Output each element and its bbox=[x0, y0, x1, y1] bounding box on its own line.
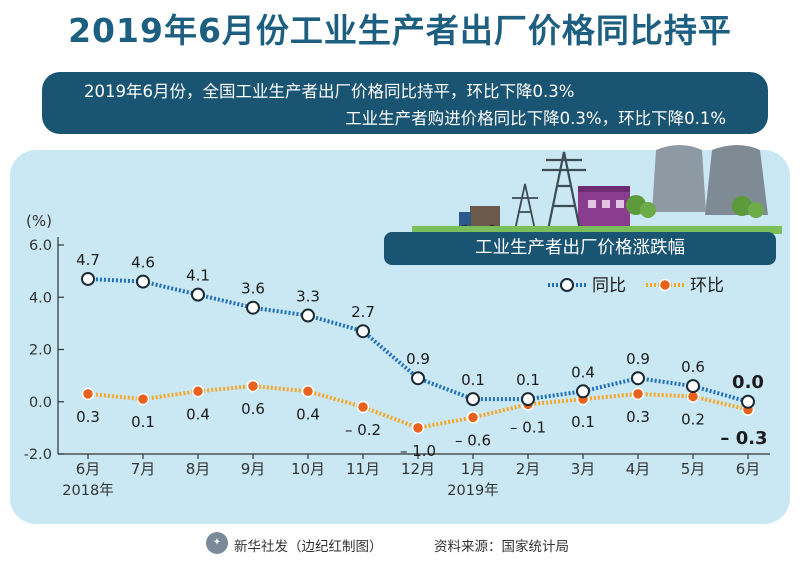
power-pylon-small bbox=[512, 183, 538, 231]
legend-label-mom: 环比 bbox=[690, 276, 724, 296]
cooling-tower-left bbox=[652, 145, 706, 212]
point-mom bbox=[301, 385, 315, 398]
point-mom bbox=[191, 385, 205, 398]
point-yoy bbox=[686, 379, 700, 394]
point-mom bbox=[631, 387, 645, 401]
point-yoy bbox=[246, 300, 260, 315]
legend-label-yoy: 同比 bbox=[592, 276, 626, 296]
summary-line-1: 2019年6月份，全国工业生产者出厂价格同比持平，环比下降0.3% bbox=[84, 82, 575, 101]
x-tick-label: 3月 bbox=[571, 460, 596, 478]
industrial-scene-illustration bbox=[412, 145, 782, 234]
data-label-yoy: 0.4 bbox=[571, 363, 595, 381]
factory-building bbox=[578, 190, 630, 230]
point-mom bbox=[246, 379, 260, 393]
data-label-mom: 0.4 bbox=[296, 405, 320, 423]
x-tick-label: 2月 bbox=[516, 460, 541, 478]
data-label-yoy: 4.1 bbox=[186, 267, 210, 285]
summary-box: 2019年6月份，全国工业生产者出厂价格同比持平，环比下降0.3% 工业生产者购… bbox=[42, 72, 768, 134]
point-mom bbox=[136, 392, 150, 406]
summary-line-2: 工业生产者购进价格同比下降0.3%，环比下降0.1% bbox=[345, 109, 726, 128]
x-year-label: 2018年 bbox=[62, 482, 113, 499]
x-tick-label: 1月 bbox=[461, 460, 486, 478]
footer-source: 资料来源：国家统计局 bbox=[434, 539, 569, 555]
point-mom bbox=[466, 411, 480, 424]
x-tick-label: 7月 bbox=[131, 460, 156, 478]
data-label-mom: – 1.0 bbox=[400, 442, 436, 460]
xinhua-logo-icon: ✦ bbox=[206, 532, 228, 554]
point-mom bbox=[356, 400, 370, 414]
data-label-mom: – 0.1 bbox=[510, 418, 546, 436]
point-yoy bbox=[521, 392, 535, 407]
data-label-yoy: 0.1 bbox=[516, 371, 540, 389]
data-label-mom: 0.1 bbox=[131, 413, 155, 431]
x-tick-label: 11月 bbox=[346, 460, 380, 478]
y-tick-label: -2.0 bbox=[24, 447, 52, 463]
point-mom bbox=[411, 421, 425, 435]
truck-icon bbox=[470, 206, 500, 226]
x-tick-label: 9月 bbox=[241, 460, 266, 478]
x-tick-label: 6月 bbox=[736, 460, 761, 478]
data-label-yoy: 0.6 bbox=[681, 358, 705, 376]
point-yoy bbox=[301, 308, 315, 323]
page-title: 2019年6月份工业生产者出厂价格同比持平 bbox=[68, 11, 732, 50]
data-label-yoy: 3.6 bbox=[241, 280, 265, 298]
data-label-yoy: 2.7 bbox=[351, 303, 375, 321]
data-label-yoy: 0.9 bbox=[406, 350, 430, 368]
data-label-mom: 0.3 bbox=[76, 408, 100, 426]
x-tick-label: 6月 bbox=[76, 460, 101, 478]
point-yoy bbox=[631, 371, 645, 386]
data-label-mom: – 0.2 bbox=[345, 421, 381, 439]
point-yoy bbox=[81, 271, 95, 286]
x-tick-label: 12月 bbox=[401, 460, 435, 478]
chart-panel bbox=[10, 150, 790, 524]
data-label-yoy: 0.0 bbox=[732, 372, 764, 393]
y-tick-label: 0.0 bbox=[29, 395, 52, 411]
data-label-yoy: 4.7 bbox=[76, 251, 100, 269]
data-label-yoy: 0.9 bbox=[626, 350, 650, 368]
data-label-yoy: 3.3 bbox=[296, 288, 320, 306]
legend-marker-mom bbox=[658, 278, 672, 292]
x-tick-label: 10月 bbox=[291, 460, 325, 478]
y-tick-label: 4.0 bbox=[29, 290, 52, 306]
x-year-label: 2019年 bbox=[447, 482, 498, 499]
data-label-mom: 0.4 bbox=[186, 405, 210, 423]
data-label-mom: 0.1 bbox=[571, 413, 595, 431]
data-label-mom: 0.2 bbox=[681, 411, 705, 429]
point-yoy bbox=[356, 324, 370, 339]
legend-marker-yoy bbox=[560, 278, 574, 292]
x-tick-label: 8月 bbox=[186, 460, 211, 478]
data-label-mom: – 0.6 bbox=[455, 431, 491, 449]
data-label-yoy: 0.1 bbox=[461, 371, 485, 389]
point-yoy bbox=[466, 392, 480, 407]
data-label-mom: 0.3 bbox=[626, 408, 650, 426]
point-yoy bbox=[191, 287, 205, 302]
y-axis-unit: (%) bbox=[26, 212, 52, 230]
x-tick-label: 5月 bbox=[681, 460, 706, 478]
cooling-tower-right bbox=[705, 145, 768, 215]
x-tick-label: 4月 bbox=[626, 460, 651, 478]
data-label-mom: 0.6 bbox=[241, 400, 265, 418]
power-pylon-large bbox=[542, 151, 586, 231]
footer-agency: 新华社发（边纪红制图） bbox=[234, 539, 383, 555]
point-mom bbox=[81, 387, 95, 401]
point-yoy bbox=[411, 371, 425, 386]
data-label-yoy: 4.6 bbox=[131, 254, 155, 272]
y-tick-label: 2.0 bbox=[29, 343, 52, 359]
chart-title: 工业生产者出厂价格涨跌幅 bbox=[384, 232, 776, 265]
point-yoy bbox=[136, 274, 150, 289]
footer: ✦ 新华社发（边纪红制图） 资料来源：国家统计局 bbox=[0, 528, 800, 562]
data-label-mom: – 0.3 bbox=[720, 428, 767, 449]
ground-strip bbox=[412, 226, 782, 234]
y-tick-label: 6.0 bbox=[29, 238, 52, 254]
point-yoy bbox=[741, 394, 755, 409]
point-yoy bbox=[576, 384, 590, 399]
